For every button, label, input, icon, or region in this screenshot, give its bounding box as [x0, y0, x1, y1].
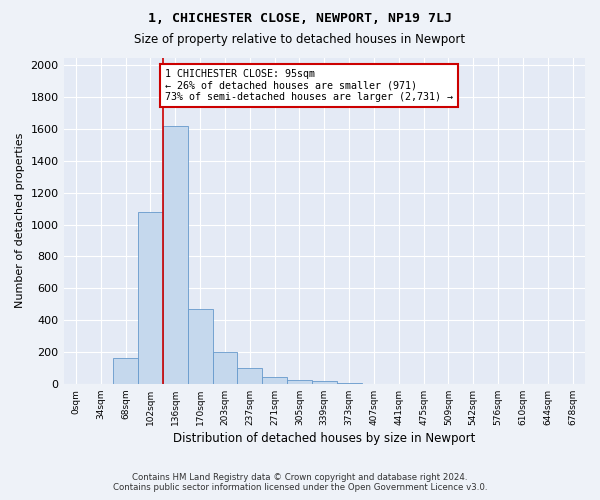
Text: 1, CHICHESTER CLOSE, NEWPORT, NP19 7LJ: 1, CHICHESTER CLOSE, NEWPORT, NP19 7LJ	[148, 12, 452, 26]
Bar	[262, 378, 287, 384]
Bar	[337, 383, 362, 384]
Bar	[238, 368, 262, 384]
X-axis label: Distribution of detached houses by size in Newport: Distribution of detached houses by size …	[173, 432, 475, 445]
Bar	[312, 382, 337, 384]
Bar	[138, 212, 163, 384]
Bar	[287, 380, 312, 384]
Text: Size of property relative to detached houses in Newport: Size of property relative to detached ho…	[134, 32, 466, 46]
Text: 1 CHICHESTER CLOSE: 95sqm
← 26% of detached houses are smaller (971)
73% of semi: 1 CHICHESTER CLOSE: 95sqm ← 26% of detac…	[166, 68, 454, 102]
Bar	[163, 126, 188, 384]
Bar	[188, 309, 212, 384]
Text: Contains HM Land Registry data © Crown copyright and database right 2024.
Contai: Contains HM Land Registry data © Crown c…	[113, 473, 487, 492]
Bar	[212, 352, 238, 384]
Bar	[113, 358, 138, 384]
Y-axis label: Number of detached properties: Number of detached properties	[15, 133, 25, 308]
